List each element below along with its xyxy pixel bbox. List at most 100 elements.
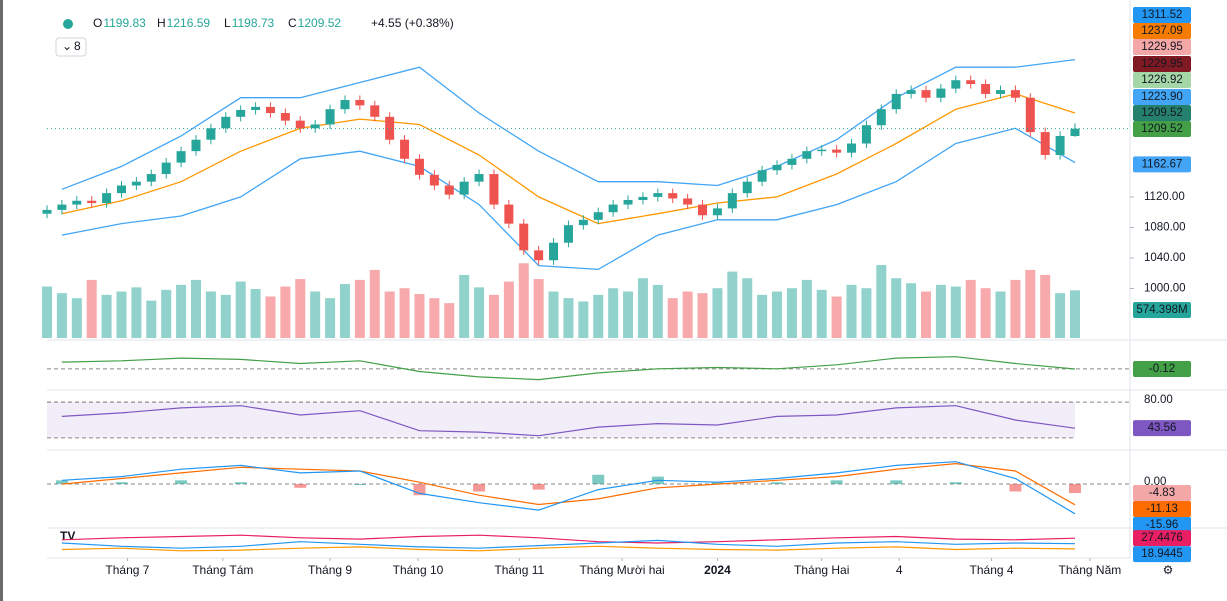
x-tick-label: Tháng 11 xyxy=(494,563,544,577)
volume-bar xyxy=(786,288,797,338)
overlay-line xyxy=(61,127,1076,271)
axis-value-label: -15.96 xyxy=(1146,519,1179,531)
volume-bar xyxy=(846,284,857,338)
volume-bar xyxy=(71,298,82,338)
axis-value-label: 1209.52 xyxy=(1141,107,1183,119)
candle-body xyxy=(891,93,901,110)
axis-value-box xyxy=(1133,7,1191,23)
histogram-bar xyxy=(592,474,605,485)
axis-value-label: 1229.95 xyxy=(1141,41,1183,53)
volume-bar xyxy=(190,279,201,338)
overlay-line xyxy=(61,93,1076,225)
axis-value-box xyxy=(1133,23,1191,39)
candle-body xyxy=(712,208,722,216)
volume-bar xyxy=(235,281,246,338)
candle-body xyxy=(310,124,320,129)
candle-body xyxy=(832,149,842,153)
candle-body xyxy=(236,109,246,117)
candle-body xyxy=(623,199,633,205)
candle-body xyxy=(1055,136,1065,155)
axis-value-box xyxy=(1133,156,1191,173)
histogram-bar xyxy=(115,482,128,485)
ohlc-letter: O xyxy=(93,16,102,30)
settings-icon[interactable]: ⚙ xyxy=(1163,563,1174,577)
candle-body xyxy=(519,223,529,251)
volume-bar xyxy=(861,288,872,338)
histogram-bar xyxy=(55,480,68,485)
candle-body xyxy=(57,204,67,210)
candle-body xyxy=(757,170,767,182)
ohlc-letter: H xyxy=(157,16,166,30)
candle-body xyxy=(265,106,275,114)
candle-body xyxy=(176,151,186,163)
axis-value-box xyxy=(1133,501,1191,518)
volume-bar xyxy=(250,289,261,338)
candle-body xyxy=(400,139,410,159)
axis-value-box xyxy=(1133,72,1191,88)
volume-bar xyxy=(995,291,1006,338)
overlay-line xyxy=(61,58,1076,190)
volume-bar xyxy=(399,288,410,338)
axis-value-box xyxy=(1133,530,1191,547)
candle-body xyxy=(116,185,126,194)
axis-value-label: 27.4476 xyxy=(1141,532,1183,544)
x-tick-label: Tháng 10 xyxy=(393,563,444,577)
volume-bar xyxy=(414,294,425,338)
axis-value-box xyxy=(1133,485,1191,502)
x-tick-label: 4 xyxy=(896,563,903,577)
volume-bar xyxy=(444,303,455,338)
ohlc-letter: L xyxy=(224,16,231,30)
axis-value-label: -4.83 xyxy=(1149,487,1175,499)
candle-body xyxy=(474,174,484,182)
ohlc-value: 1209.52 xyxy=(298,16,342,30)
indicator-line xyxy=(61,462,1076,506)
y-tick-label: 1040.00 xyxy=(1144,252,1186,264)
candle-body xyxy=(981,84,991,94)
volume-bar xyxy=(280,286,291,338)
volume-bar xyxy=(101,294,112,338)
volume-bar xyxy=(56,293,67,338)
axis-value-box xyxy=(1133,420,1191,437)
candle-body xyxy=(414,158,424,175)
histogram-bar xyxy=(532,484,545,490)
candle-body xyxy=(966,80,976,85)
axis-value-box xyxy=(1133,105,1191,121)
volume-bar xyxy=(533,279,544,338)
candle-body xyxy=(861,125,871,144)
volume-bar xyxy=(727,271,738,338)
candle-body xyxy=(683,198,693,205)
y-tick-label: 1120.00 xyxy=(1144,191,1185,203)
volume-bar xyxy=(876,264,887,338)
volume-bar xyxy=(772,291,783,338)
histogram-bar xyxy=(473,484,486,492)
volume-bar xyxy=(637,278,648,338)
ohlc-header: O1199.83 H1216.59 L1198.73 C1209.52 xyxy=(93,16,341,30)
axis-value-label: 1311.52 xyxy=(1142,9,1183,21)
axis-value-label: -0.12 xyxy=(1149,363,1175,375)
volume-bar xyxy=(354,279,365,338)
candle-body xyxy=(608,204,618,213)
axis-value-label: 43.56 xyxy=(1148,422,1177,434)
candle-body xyxy=(578,219,588,226)
status-dot[interactable] xyxy=(63,19,73,29)
histogram-bar xyxy=(175,480,188,485)
candle-body xyxy=(817,149,827,152)
histogram-bar xyxy=(1069,484,1081,494)
axis-value-box xyxy=(1133,361,1191,378)
candle-body xyxy=(906,90,916,94)
candle-body xyxy=(161,162,171,175)
candle-body xyxy=(325,109,335,125)
volume-bar xyxy=(980,288,991,338)
volume-bar xyxy=(816,289,827,338)
candle-body xyxy=(504,204,514,224)
candle-body xyxy=(340,100,350,110)
indicator-line xyxy=(61,545,1076,552)
collapse-icon: ⌄ xyxy=(62,39,72,53)
volume-bar xyxy=(488,294,499,338)
y-tick-label: 80.00 xyxy=(1144,394,1173,406)
indicator-line xyxy=(61,539,1076,549)
collapse-button[interactable] xyxy=(55,37,87,57)
volume-bar xyxy=(1010,279,1021,338)
candle-body xyxy=(87,200,97,204)
x-tick-label: Tháng 4 xyxy=(970,563,1014,577)
